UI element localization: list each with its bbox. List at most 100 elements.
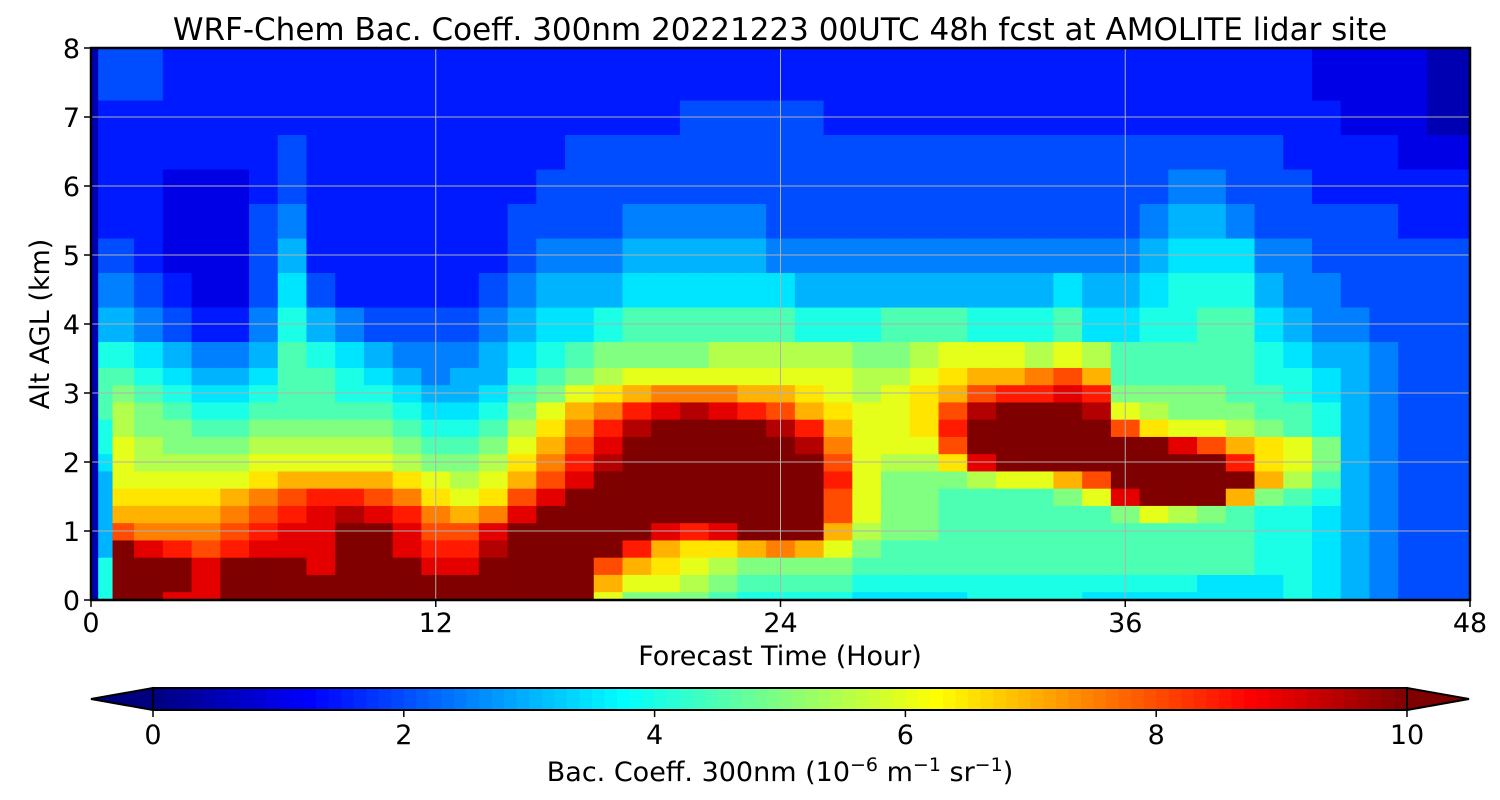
heatmap-cell (1455, 65, 1470, 101)
heatmap-cell (967, 436, 997, 455)
heatmap-cell (450, 48, 480, 67)
heatmap-cell (450, 367, 480, 386)
heatmap-cell (1369, 341, 1399, 368)
heatmap-cell (565, 436, 595, 455)
heatmap-cell (909, 539, 940, 558)
heatmap-cell (98, 401, 114, 420)
colorbar-segment (692, 688, 706, 710)
colorbar-tick-label: 8 (1148, 720, 1165, 751)
heatmap-cell (1311, 203, 1342, 239)
colorbar-segment (516, 688, 530, 710)
heatmap-cell (392, 134, 423, 170)
heatmap-cell (1283, 48, 1313, 67)
heatmap-cell (651, 436, 681, 455)
heatmap-cell (1139, 65, 1170, 101)
heatmap-cell (593, 367, 624, 386)
heatmap-cell (909, 65, 940, 101)
heatmap-cell (162, 65, 193, 101)
heatmap-cell (708, 505, 739, 524)
heatmap-cell (249, 505, 279, 524)
heatmap-cell (1426, 367, 1457, 386)
heatmap-cell (1455, 591, 1470, 600)
colorbar-segment (1256, 688, 1270, 710)
heatmap-cell (249, 487, 279, 506)
x-tick-label: 0 (82, 608, 99, 639)
heatmap-cell (881, 418, 911, 437)
heatmap-cell (450, 341, 480, 368)
heatmap-cell (1369, 65, 1399, 101)
heatmap-cell (134, 203, 164, 239)
heatmap-cell (1311, 134, 1342, 170)
colorbar-segment (855, 688, 869, 710)
heatmap-cell (91, 574, 99, 593)
heatmap-cell (593, 418, 624, 437)
heatmap-cell (1082, 401, 1112, 420)
heatmap-cell (1168, 272, 1198, 308)
heatmap-cell (134, 574, 164, 593)
heatmap-cell (938, 436, 969, 455)
heatmap-cell (651, 65, 681, 101)
heatmap-cell (191, 574, 222, 593)
heatmap-cell (1053, 341, 1083, 368)
heatmap-cell (1369, 418, 1399, 437)
heatmap-cell (1340, 203, 1371, 239)
heatmap-cell (392, 487, 423, 506)
heatmap-cell (1426, 134, 1457, 170)
heatmap-cell (967, 539, 997, 558)
heatmap-cell (1197, 65, 1227, 101)
heatmap-cell (1024, 48, 1055, 67)
heatmap-cell (967, 367, 997, 386)
heatmap-cell (1168, 367, 1198, 386)
colorbar-segment (1331, 688, 1345, 710)
heatmap-cell (651, 367, 681, 386)
heatmap-cell (91, 487, 99, 506)
heatmap-cell (1139, 203, 1170, 239)
heatmap-cell (249, 591, 279, 600)
heatmap-cell (392, 367, 423, 386)
heatmap-cell (852, 487, 882, 506)
heatmap-cell (1455, 341, 1470, 368)
heatmap-cell (823, 272, 854, 308)
heatmap-cell (335, 505, 365, 524)
heatmap-cell (909, 591, 940, 600)
heatmap-cell (1311, 367, 1342, 386)
heatmap-cell (1283, 401, 1313, 420)
heatmap-cell (1283, 505, 1313, 524)
heatmap-cell (1254, 505, 1285, 524)
colorbar-segment (253, 688, 267, 710)
heatmap-cell (1426, 574, 1457, 593)
heatmap-cell (536, 539, 566, 558)
heatmap-cell (651, 556, 681, 575)
heatmap-cell (737, 418, 767, 437)
heatmap-cell (1053, 487, 1083, 506)
colorbar-segment (554, 688, 568, 710)
heatmap-cell (306, 134, 336, 170)
heatmap-cell (249, 418, 279, 437)
heatmap-cell (249, 470, 279, 489)
heatmap-cell (938, 401, 969, 420)
heatmap-cell (363, 556, 394, 575)
colorbar-segment (591, 688, 606, 710)
heatmap-cell (938, 556, 969, 575)
heatmap-cell (392, 341, 423, 368)
heatmap-cell (450, 65, 480, 101)
chart-title: WRF-Chem Bac. Coeff. 300nm 20221223 00UT… (173, 12, 1387, 48)
heatmap-cell (995, 487, 1026, 506)
heatmap-cell (593, 487, 624, 506)
heatmap-cell (1082, 341, 1112, 368)
heatmap-cell (622, 539, 653, 558)
heatmap-cell (909, 574, 940, 593)
heatmap-cell (909, 134, 940, 170)
heatmap-cell (98, 505, 114, 524)
heatmap-cell (98, 556, 114, 575)
heatmap-cell (507, 401, 538, 420)
heatmap-cell (1053, 203, 1083, 239)
colorbar-segment (353, 688, 367, 710)
colorbar-tick-label: 2 (395, 720, 412, 751)
heatmap-cell (1053, 574, 1083, 593)
heatmap-cell (1455, 203, 1470, 239)
y-tick-label: 1 (63, 517, 80, 548)
heatmap-cell (852, 436, 882, 455)
colorbar-segment (1131, 688, 1145, 710)
heatmap-cell (162, 487, 193, 506)
